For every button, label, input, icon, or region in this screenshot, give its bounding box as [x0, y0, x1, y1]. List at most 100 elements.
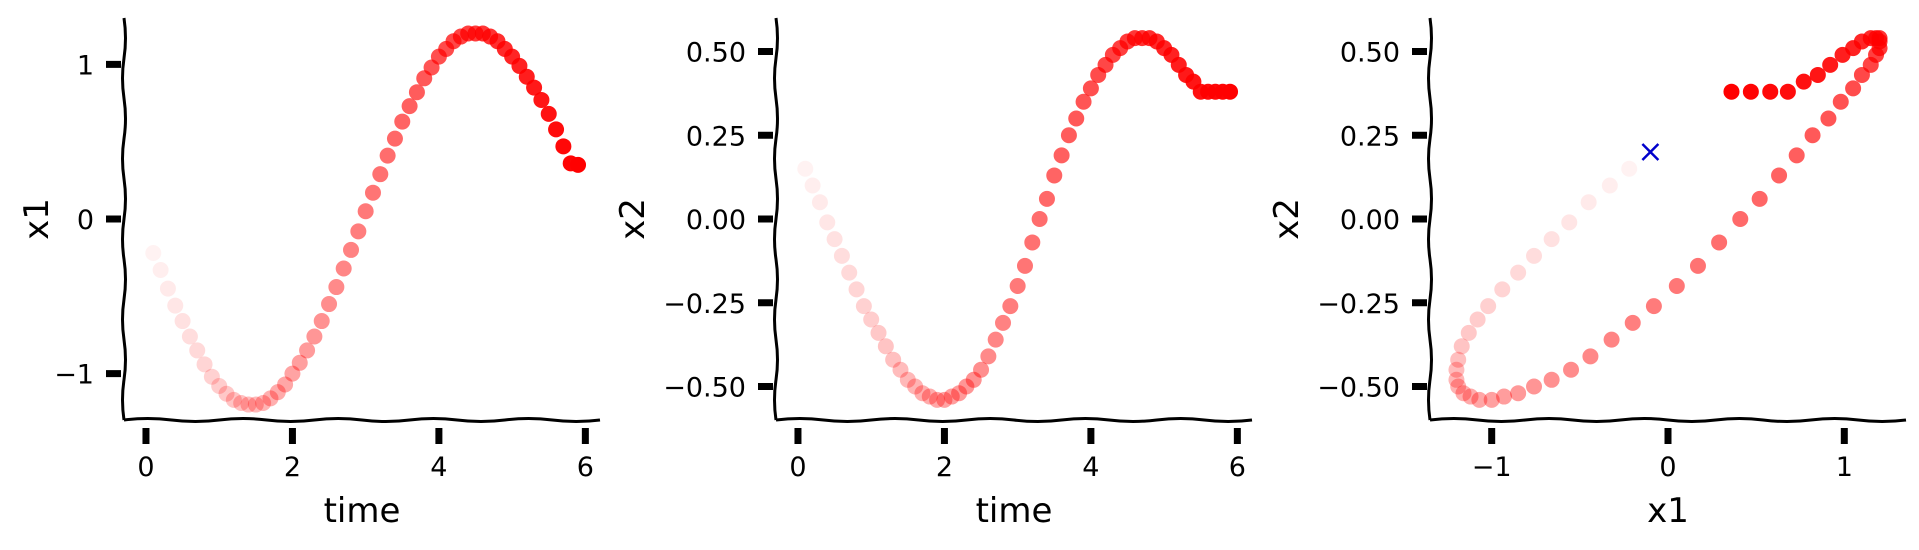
data-point: [921, 388, 938, 405]
data-point: [914, 385, 931, 402]
x-axis-spine: [1429, 417, 1907, 423]
data-point: [247, 396, 264, 413]
y-tick-label: 0.00: [686, 205, 746, 236]
data-point: [1820, 110, 1837, 127]
data-point: [1543, 231, 1560, 248]
x-axis-label: time: [976, 491, 1053, 531]
data-point: [936, 391, 953, 408]
panel-time-x1: −1 0 1 0 2 4 6 time x1: [17, 17, 601, 531]
data-point: [1845, 80, 1862, 97]
data-point: [1480, 298, 1497, 315]
data-point: [548, 121, 565, 138]
data-point: [1496, 388, 1513, 405]
data-point: [1563, 361, 1580, 378]
data-point: [1526, 378, 1543, 395]
data-point: [262, 390, 279, 407]
data-point: [196, 356, 213, 373]
panel-x1-x2: −0.50 −0.25 0.00 0.25 0.50 −1 0 1 x1 x2: [1267, 17, 1907, 531]
x-tick-label: 2: [284, 452, 301, 483]
data-point: [1450, 351, 1467, 368]
x-axis-label: x1: [1647, 491, 1689, 531]
data-point: [892, 361, 909, 378]
data-point: [1732, 211, 1749, 227]
data-point: [965, 371, 982, 388]
data-point: [1603, 331, 1620, 348]
data-point: [145, 245, 162, 262]
data-point: [526, 79, 543, 96]
y-tick-label: 1: [77, 50, 94, 81]
data-point: [1031, 211, 1048, 227]
y-tick-label: −0.50: [1317, 373, 1400, 404]
y-axis-label: x1: [17, 198, 57, 240]
data-point: [533, 91, 550, 108]
data-point: [877, 338, 894, 355]
data-point: [1024, 234, 1041, 251]
data-point: [863, 311, 880, 328]
data-point: [379, 147, 396, 164]
data-point: [152, 262, 169, 279]
data-point: [1580, 194, 1597, 211]
y-tick-label: 0.50: [686, 38, 746, 69]
data-point: [1016, 257, 1033, 274]
data-point: [855, 298, 872, 315]
data-point: [841, 264, 858, 281]
y-axis-spine: [121, 17, 127, 421]
y-axis-spine: [773, 17, 779, 421]
data-point: [1038, 190, 1055, 207]
y-tick-label: 0.25: [1340, 121, 1400, 152]
data-point: [958, 378, 975, 395]
data-point: [885, 351, 902, 368]
data-point: [1082, 80, 1099, 97]
data-point: [321, 296, 338, 313]
data-point: [1046, 167, 1063, 184]
data-point: [328, 279, 345, 296]
data-point: [1222, 83, 1239, 100]
x-tick-label: 4: [430, 452, 447, 483]
data-point: [240, 396, 257, 413]
data-point: [907, 378, 924, 395]
data-point: [987, 331, 1004, 348]
panel-time-x2: −0.50 −0.25 0.00 0.25 0.50 0 2 4 6 time x2: [613, 17, 1253, 531]
data-point: [1510, 264, 1527, 281]
data-point: [225, 391, 242, 408]
data-point: [203, 368, 220, 385]
y-axis-label: x2: [1267, 198, 1307, 240]
x-tick-label: −1: [1472, 452, 1512, 483]
data-point: [1494, 281, 1511, 298]
data-point: [1453, 338, 1470, 355]
data-point: [211, 377, 228, 394]
data-point: [1450, 378, 1467, 395]
data-point: [1448, 361, 1465, 378]
y-tick-label: 0: [77, 205, 94, 236]
x-axis-label: time: [324, 491, 401, 531]
data-point: [386, 130, 403, 147]
x-tick-label: 6: [1229, 452, 1246, 483]
data-point: [394, 113, 411, 130]
data-point: [1455, 385, 1472, 402]
x-tick-label: 1: [1836, 452, 1853, 483]
data-point: [1762, 83, 1779, 100]
data-point: [1723, 83, 1740, 100]
data-point: [343, 241, 360, 258]
data-point: [364, 184, 381, 201]
data-point: [833, 247, 850, 264]
data-point: [401, 98, 418, 115]
data-point: [899, 371, 916, 388]
x-tick-label: 0: [1659, 452, 1676, 483]
data-point: [1543, 371, 1560, 388]
data-point: [335, 260, 352, 277]
y-tick-label: 0.00: [1340, 205, 1400, 236]
y-tick-label: −0.25: [663, 289, 746, 320]
data-point: [951, 385, 968, 402]
data-point: [1471, 391, 1488, 408]
data-point: [570, 156, 587, 173]
data-point: [1582, 348, 1599, 365]
x-tick-label: 0: [137, 452, 154, 483]
x-tick-label: 4: [1082, 452, 1099, 483]
data-point: [1462, 388, 1479, 405]
x-axis-spine: [123, 417, 601, 423]
data-point: [284, 365, 301, 382]
data-point: [167, 297, 184, 314]
data-point: [797, 160, 814, 177]
